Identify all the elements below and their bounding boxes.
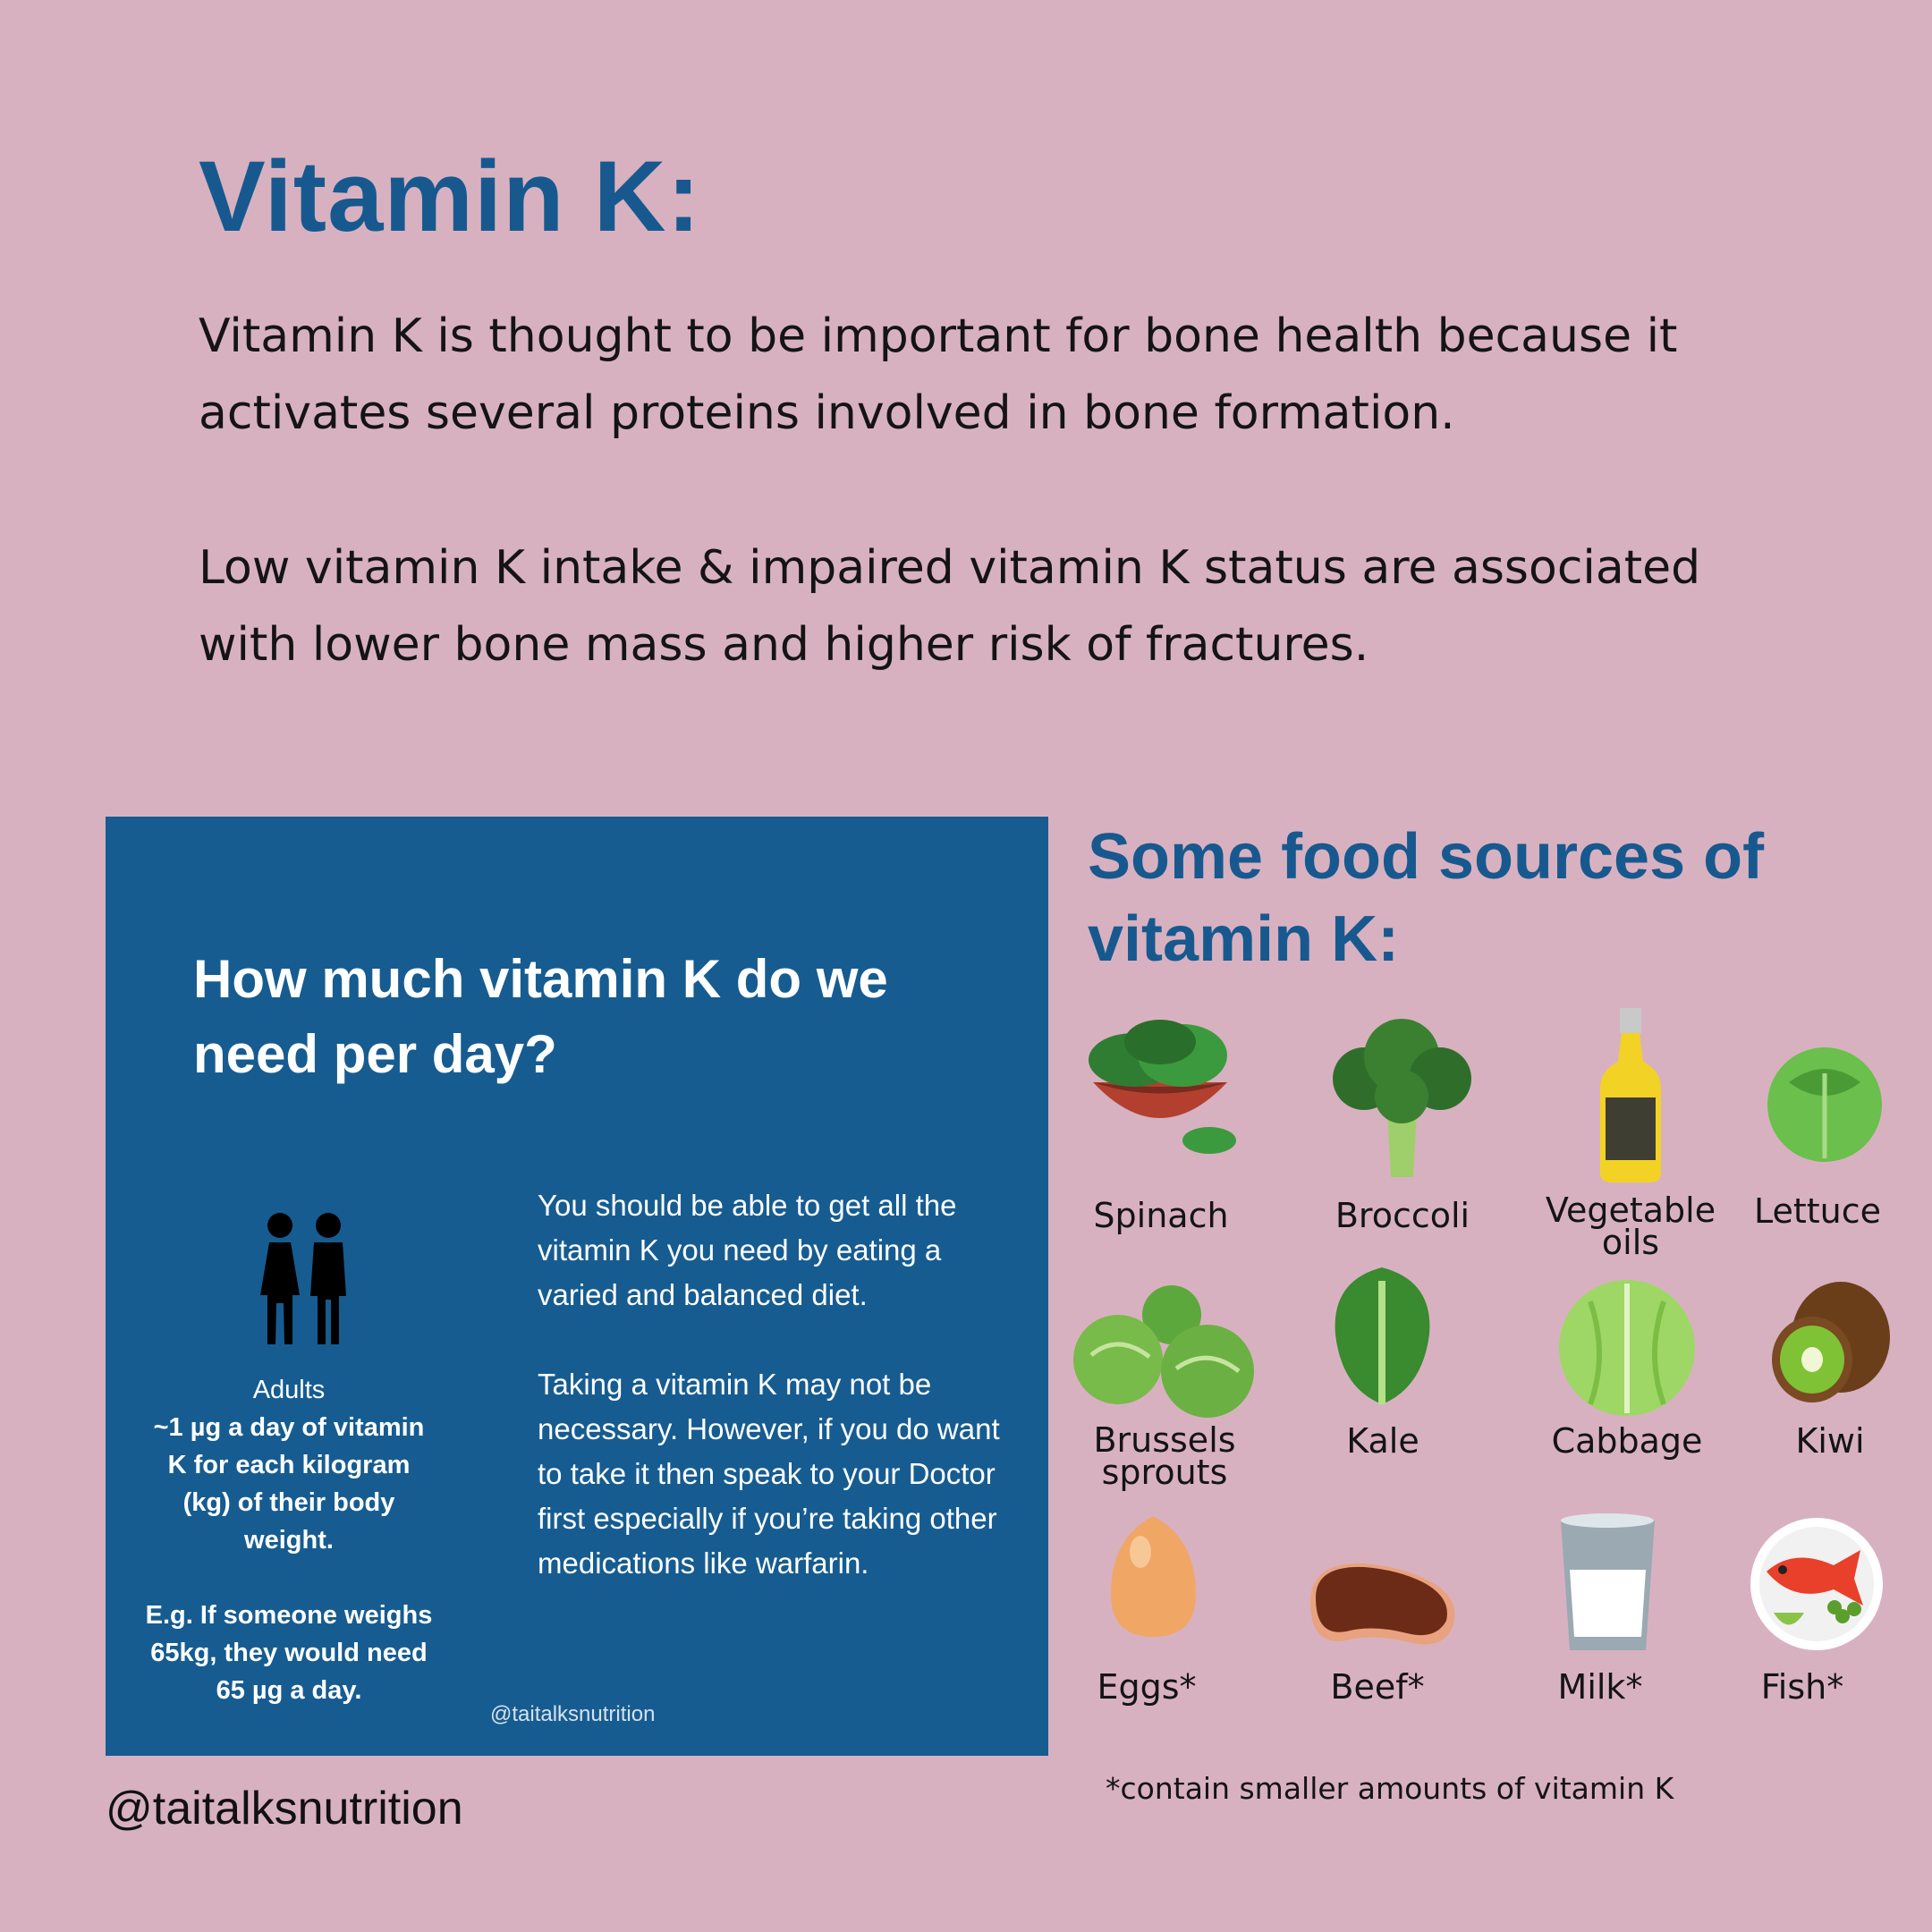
- kiwi-icon: [1772, 1282, 1890, 1402]
- food-label-kale: Kale: [1346, 1421, 1419, 1461]
- broccoli-icon: [1333, 1019, 1471, 1177]
- food-label-beef: Beef*: [1330, 1667, 1425, 1707]
- food-sources-heading: Some food sources of vitamin K:: [1088, 821, 1765, 975]
- beef-icon: [1310, 1563, 1455, 1645]
- cabbage-icon: [1559, 1280, 1695, 1416]
- fish-icon: [1750, 1518, 1883, 1650]
- brussels-sprouts-icon: [1073, 1285, 1254, 1418]
- people-icon: [260, 1213, 346, 1344]
- footnote: *contain smaller amounts of vitamin K: [1106, 1771, 1674, 1806]
- food-label-brussels-sprouts: Brussels sprouts: [1093, 1420, 1236, 1492]
- milk-icon: [1561, 1513, 1655, 1650]
- adults-dose: ~1 µg a day of vitamin K for each kilogr…: [153, 1413, 425, 1555]
- panel-handle: @taitalksnutrition: [490, 1702, 656, 1726]
- kale-icon: [1335, 1267, 1430, 1404]
- oil-bottle-icon: [1600, 1008, 1661, 1182]
- panel-title: How much vitamin K do we need per day?: [193, 949, 888, 1084]
- account-handle: @taitalksnutrition: [106, 1783, 463, 1835]
- adults-intake: Adults ~1 µg a day of vitamin K for each…: [141, 1371, 436, 1709]
- food-label-cabbage: Cabbage: [1551, 1421, 1703, 1461]
- panel-text: You should be able to get all the vitami…: [538, 1183, 1025, 1631]
- food-label-eggs: Eggs*: [1097, 1667, 1197, 1707]
- egg-icon: [1111, 1516, 1196, 1637]
- intro-paragraph-2: Low vitamin K intake & impaired vitamin …: [199, 541, 1701, 672]
- daily-intake-panel: How much vitamin K do we need per day? A…: [106, 817, 1048, 1756]
- food-label-kiwi: Kiwi: [1795, 1421, 1865, 1461]
- intro-paragraph-1: Vitamin K is thought to be important for…: [199, 309, 1678, 440]
- panel-text-1: You should be able to get all the vitami…: [538, 1189, 957, 1311]
- food-label-milk: Milk*: [1557, 1667, 1643, 1707]
- adults-label: Adults: [252, 1376, 326, 1404]
- food-label-fish: Fish*: [1760, 1667, 1844, 1707]
- food-label-spinach: Spinach: [1093, 1196, 1229, 1235]
- panel-text-2: Taking a vitamin K may not be necessary.…: [538, 1368, 1000, 1580]
- food-label-vegetable-oils: Vegetable oils: [1545, 1191, 1716, 1262]
- lettuce-icon: [1767, 1047, 1882, 1162]
- food-label-lettuce: Lettuce: [1753, 1191, 1882, 1231]
- food-label-broccoli: Broccoli: [1335, 1196, 1470, 1235]
- intake-example: E.g. If someone weighs 65kg, they would …: [145, 1601, 433, 1705]
- spinach-icon: [1089, 1020, 1236, 1154]
- page-title: Vitamin K:: [199, 140, 701, 252]
